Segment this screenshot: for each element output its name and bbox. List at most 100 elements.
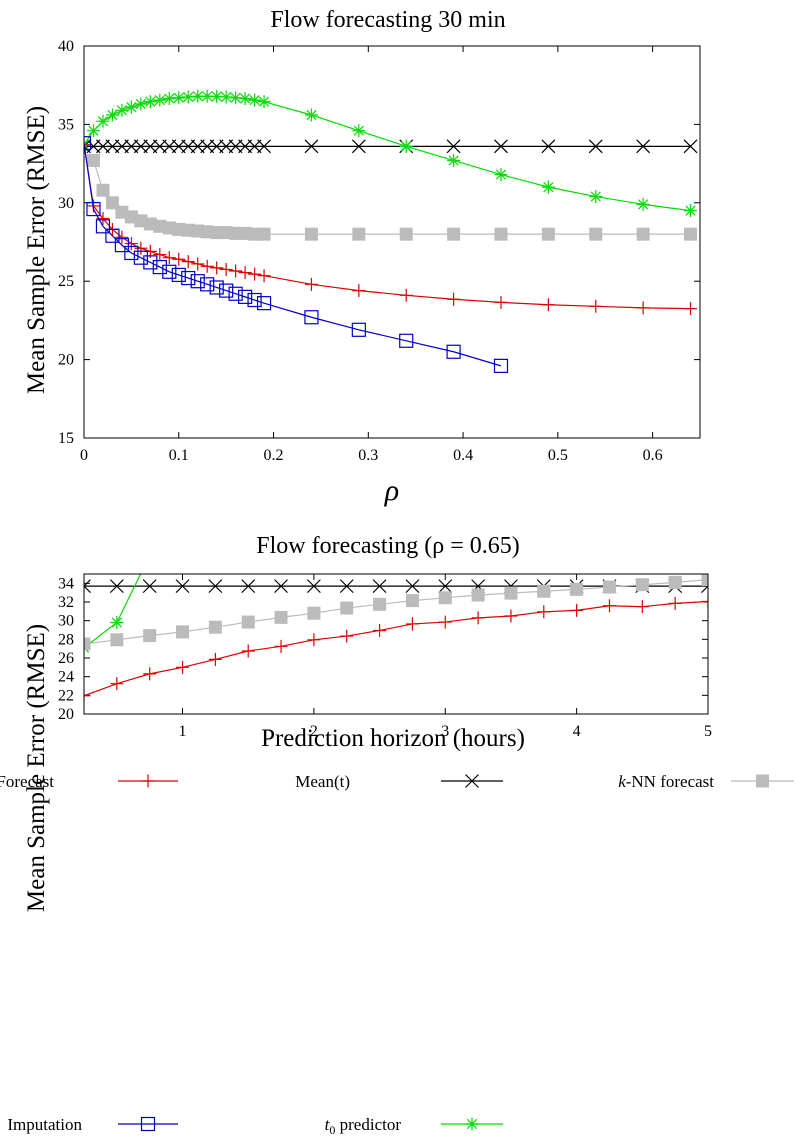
- chart2-ytick-label: 28: [58, 631, 74, 648]
- chart1-point-forecast: [229, 264, 243, 278]
- chart2-point-forecast: [602, 599, 616, 613]
- legend-swatch-mean: [441, 774, 503, 788]
- chart1-xtick-label: 0.2: [264, 447, 284, 464]
- chart2-ylabel: Mean Sample Error (RMSE): [23, 624, 50, 912]
- chart2-point-k-nn-forecast: [176, 625, 190, 639]
- chart2-xtick-label: 5: [704, 723, 712, 740]
- chart2-xtick-label: 3: [441, 723, 449, 740]
- legend-marker-k-nn-forecast: [756, 774, 769, 788]
- chart1-xlabel: ρ: [384, 474, 399, 507]
- chart1-point-t0-predictor: [304, 108, 318, 122]
- chart1-point-t0-predictor: [191, 89, 205, 103]
- chart1-point-imputation: [181, 270, 196, 286]
- chart1-point-k-nn-forecast: [96, 183, 110, 197]
- chart1-point-imputation: [105, 228, 120, 243]
- chart1-point-imputation: [304, 310, 319, 325]
- chart2-point-mean-t: [274, 579, 288, 594]
- chart1-point-t0-predictor: [124, 100, 138, 114]
- chart2-point-mean-t: [208, 579, 223, 594]
- chart1-point-imputation: [209, 280, 224, 295]
- chart2-point-k-nn-forecast: [274, 610, 288, 624]
- chart1-point-t0-predictor: [589, 190, 603, 204]
- chart1-xtick-label: 0.3: [358, 447, 378, 464]
- chart2-point-mean-t: [372, 579, 387, 594]
- chart2-point-k-nn-forecast: [635, 578, 649, 592]
- chart1-ytick-label: 40: [58, 38, 74, 55]
- chart1-point-k-nn-forecast: [86, 153, 100, 167]
- chart2-point-forecast: [110, 677, 124, 691]
- chart1-point-k-nn-forecast: [352, 227, 366, 241]
- chart2-point-mean-t: [438, 579, 453, 594]
- chart1-point-imputation: [228, 286, 243, 301]
- chart2-point-mean-t: [84, 579, 91, 594]
- chart1-series-imputation: [84, 136, 509, 373]
- chart1-ytick-label: 30: [58, 195, 74, 212]
- legend-swatch-imputation: [118, 1116, 178, 1132]
- chart2-point-k-nn-forecast: [701, 574, 708, 587]
- legend-marker-imputation: [140, 1116, 156, 1132]
- chart1-point-forecast: [238, 266, 252, 280]
- chart1-point-imputation: [133, 250, 148, 265]
- chart1-point-imputation: [143, 255, 158, 270]
- chart1-point-k-nn-forecast: [257, 227, 271, 241]
- chart2-point-mean-t: [109, 579, 124, 594]
- chart1-point-t0-predictor: [96, 114, 110, 128]
- chart2-ytick-label: 34: [58, 575, 74, 592]
- chart1-point-imputation: [95, 219, 111, 234]
- chart2-point-forecast: [307, 633, 321, 647]
- chart1-point-k-nn-forecast: [494, 227, 508, 241]
- chart1-point-imputation: [86, 201, 101, 217]
- chart2-point-forecast: [208, 652, 222, 666]
- chart2-point-forecast: [143, 667, 157, 681]
- chart2-xlabel: Prediction horizon (hours): [261, 725, 525, 752]
- chart1-series-t0-predictor: [84, 89, 698, 218]
- legend-label-imputation: Imputation: [7, 1115, 82, 1134]
- chart2-point-t0-predictor: [143, 549, 156, 562]
- chart1-point-t0-predictor: [219, 90, 233, 104]
- legend-marker-t0-predictor: [465, 1117, 479, 1131]
- legend: Forecast Mean(t) k-NN forecast Imputatio…: [0, 772, 794, 1137]
- chart1-point-forecast: [248, 267, 262, 281]
- legend-knn-rest: -NN forecast: [626, 772, 715, 791]
- chart2-point-k-nn-forecast: [405, 594, 419, 608]
- chart1-point-imputation: [171, 267, 186, 283]
- chart1-point-imputation: [200, 277, 215, 292]
- chart2-plot-area: [84, 549, 708, 703]
- chart1-point-forecast: [134, 241, 148, 255]
- chart2-point-forecast: [176, 660, 190, 674]
- chart2-point-k-nn-forecast: [471, 588, 485, 602]
- chart1-point-forecast: [115, 230, 129, 244]
- chart2-point-k-nn-forecast: [504, 586, 518, 600]
- chart1-xtick-label: 0.6: [643, 447, 663, 464]
- chart1-point-forecast: [589, 299, 603, 313]
- chart1-point-t0-predictor: [200, 89, 214, 103]
- chart2-ytick-label: 30: [58, 613, 74, 630]
- chart1-point-k-nn-forecast: [399, 227, 413, 241]
- chart1-point-imputation: [247, 292, 262, 308]
- chart1-point-imputation: [238, 289, 253, 304]
- chart1-point-forecast: [181, 255, 195, 269]
- chart2-series-t0-predictor: [84, 549, 156, 655]
- legend-swatch-t0: [441, 1117, 503, 1131]
- chart1-xtick-label: 0: [80, 447, 88, 464]
- chart1-ytick-label: 15: [58, 430, 74, 447]
- chart1-point-mean-t: [636, 139, 651, 154]
- chart2-point-k-nn-forecast: [208, 620, 222, 634]
- chart2-point-forecast: [340, 629, 354, 643]
- chart2-xtick-label: 4: [573, 723, 581, 740]
- chart2-point-k-nn-forecast: [570, 582, 584, 596]
- chart2-point-k-nn-forecast: [307, 606, 321, 620]
- chart2-point-k-nn-forecast: [110, 633, 124, 647]
- chart1-xtick-label: 0.5: [548, 447, 568, 464]
- chart1-point-t0-predictor: [143, 95, 157, 109]
- chart1-point-forecast: [191, 257, 205, 271]
- chart1-point-t0-predictor: [153, 93, 167, 107]
- chart1-point-imputation: [114, 238, 130, 253]
- chart1-point-t0-predictor: [447, 153, 461, 167]
- chart2-point-k-nn-forecast: [84, 637, 91, 651]
- chart1-point-imputation: [493, 358, 509, 373]
- chart1-point-t0-predictor: [105, 108, 119, 122]
- chart1-line-imputation: [84, 143, 502, 367]
- chart1-point-t0-predictor: [86, 124, 100, 138]
- chart1-point-mean-t: [257, 139, 271, 154]
